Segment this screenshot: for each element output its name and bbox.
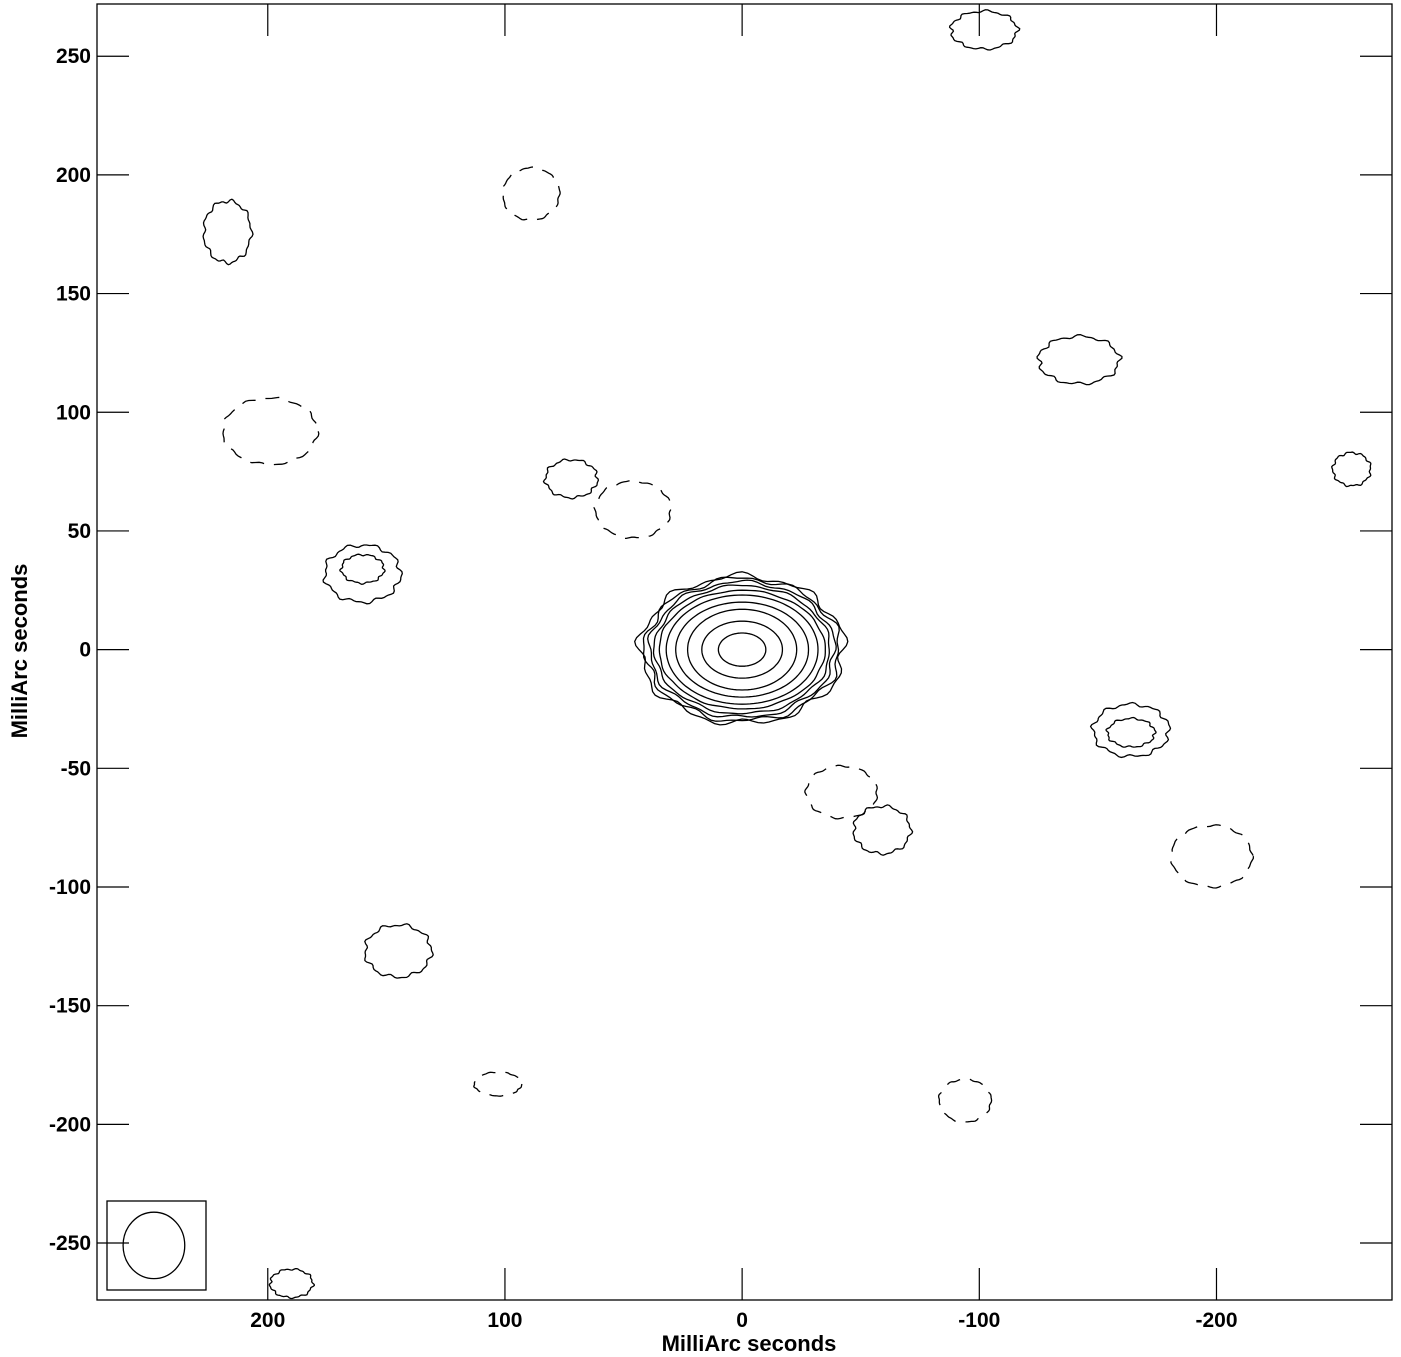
plot-frame (96, 3, 1393, 1301)
positive-contour (364, 923, 434, 979)
negative-contour (937, 1078, 993, 1123)
positive-contour (1330, 451, 1372, 488)
central-contour (686, 608, 798, 691)
x-axis-title: MilliArc seconds (662, 1331, 837, 1356)
negative-contour (804, 764, 879, 820)
beam-ellipse (122, 1211, 186, 1280)
central-contour (642, 576, 840, 722)
central-contour (652, 584, 830, 715)
negative-contour (501, 166, 561, 221)
contour-layer (202, 9, 1372, 1300)
y-tick-label: 100 (56, 401, 91, 424)
x-tick-label: -200 (1195, 1309, 1237, 1332)
y-tick-label: 0 (79, 639, 91, 662)
y-tick-label: 250 (56, 45, 91, 68)
negative-contour (222, 396, 320, 466)
x-tick-label: -100 (958, 1309, 1000, 1332)
y-tick-label: -150 (49, 995, 91, 1018)
negative-contour (593, 479, 673, 540)
y-tick-label: 50 (68, 520, 91, 543)
y-axis-title: MilliArc seconds (7, 564, 32, 739)
y-tick-label: -50 (61, 757, 91, 780)
positive-contour (1036, 334, 1123, 386)
positive-contour (268, 1267, 315, 1300)
central-contour (658, 589, 826, 710)
central-contour (634, 571, 849, 726)
y-tick-label: -200 (49, 1113, 91, 1136)
x-tick-label: 100 (487, 1309, 522, 1332)
axes-layer: 200 100 0 -100 -200 250 200 150 100 50 0 -50 -100 -15… (49, 3, 1393, 1332)
y-tick-label: -250 (49, 1232, 91, 1255)
x-tick-label: 0 (736, 1309, 748, 1332)
y-tick-label: 150 (56, 283, 91, 306)
positive-contour (852, 804, 914, 856)
y-tick-label: 200 (56, 164, 91, 187)
positive-contour (202, 198, 254, 266)
central-contour (717, 632, 767, 667)
central-contour (665, 594, 819, 705)
negative-contour (1170, 824, 1255, 889)
positive-contour (1105, 716, 1157, 748)
negative-contour (473, 1071, 523, 1097)
central-contour (701, 620, 784, 679)
central-contour (647, 579, 837, 718)
positive-contour (339, 553, 386, 585)
beam-box-frame (106, 1200, 207, 1291)
positive-contour (948, 9, 1021, 51)
y-tick-label: -100 (49, 876, 91, 899)
beam-box (106, 1200, 207, 1291)
positive-contour (322, 544, 403, 605)
positive-contour (542, 458, 600, 500)
positive-contour (1089, 701, 1172, 759)
central-contour (675, 601, 810, 698)
x-tick-label: 200 (250, 1309, 285, 1332)
